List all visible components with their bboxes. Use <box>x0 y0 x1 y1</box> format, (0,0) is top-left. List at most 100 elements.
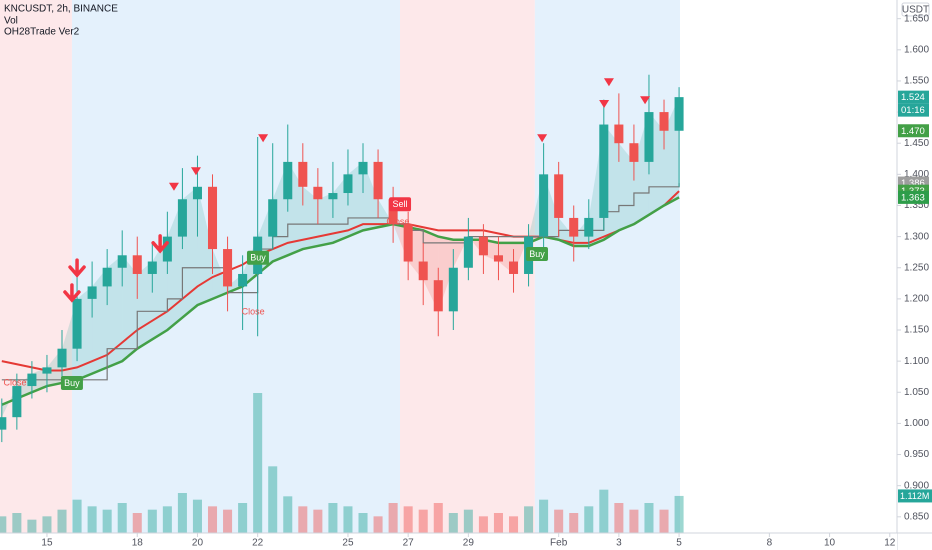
y-tick-label: 1.150 <box>904 325 929 336</box>
volume-bar <box>12 513 22 533</box>
candle-body <box>403 224 413 262</box>
candle-body <box>674 97 684 131</box>
candle-body <box>478 236 488 256</box>
volume-bar <box>554 509 564 533</box>
volume-bar <box>448 513 458 533</box>
candle-body <box>223 249 233 287</box>
candle-body <box>313 186 323 200</box>
candle-body <box>87 286 97 299</box>
trend-fill <box>122 255 138 362</box>
candle-body <box>659 112 669 131</box>
candle-body <box>132 255 142 274</box>
x-tick-label: 27 <box>403 538 415 549</box>
x-tick-label: 5 <box>676 538 682 549</box>
zone <box>534 0 680 533</box>
signal-box <box>60 375 83 390</box>
x-tick-label: 18 <box>132 538 144 549</box>
candle-body <box>0 417 7 430</box>
candle-body <box>192 186 202 200</box>
candle-body <box>569 217 579 237</box>
volume-bar <box>253 393 263 533</box>
candle-body <box>328 193 338 200</box>
y-tick-label: 1.100 <box>904 356 929 367</box>
volume-bar <box>102 509 112 533</box>
y-tick-label: 1.000 <box>904 418 929 429</box>
volume-bar <box>298 506 308 533</box>
candle-body <box>162 236 172 262</box>
chart-title: KNCUSDT, 2h, BINANCE <box>4 4 118 15</box>
volume-bar <box>403 506 413 533</box>
candle-body <box>12 386 22 418</box>
down-arrow <box>63 283 81 303</box>
y-tick-label: 1.250 <box>904 262 929 273</box>
sell-triangle <box>258 134 269 143</box>
signal-label: Buy <box>529 249 545 259</box>
candle-body <box>268 199 278 237</box>
x-tick-label: 3 <box>616 538 622 549</box>
candle-body <box>117 255 127 268</box>
volume-bar <box>509 516 519 533</box>
signal-label: Sell <box>393 199 408 209</box>
y-tick-label: 0.850 <box>904 511 929 522</box>
trend-fill <box>197 186 213 306</box>
y-tick-label: 0.900 <box>904 480 929 491</box>
volume-bar <box>162 506 172 533</box>
candle-body <box>283 161 293 200</box>
trend-fill <box>317 193 333 246</box>
volume-bar <box>238 503 248 533</box>
x-tick-label: 25 <box>342 538 354 549</box>
candle-body <box>102 267 112 287</box>
y-tick-label: 1.350 <box>904 200 929 211</box>
volume-bar <box>569 513 579 533</box>
candle-body <box>584 217 594 237</box>
candle-body <box>27 373 37 387</box>
candle-body <box>433 280 443 312</box>
x-tick-label: Feb <box>550 538 568 549</box>
x-tick-label: 10 <box>824 538 836 549</box>
candle-body <box>629 143 639 162</box>
volume-bar <box>57 509 67 533</box>
volume-bar <box>539 499 549 533</box>
volume-tag-label: 1.112M <box>900 491 929 501</box>
candle-body <box>554 174 564 218</box>
volume-bar <box>493 513 503 533</box>
y-tick-label: 1.650 <box>904 13 929 24</box>
sell-triangle <box>599 99 610 108</box>
sell-triangle <box>640 96 651 105</box>
countdown-box <box>898 103 929 117</box>
price-tag-label: 1.470 <box>901 126 925 137</box>
volume-bar <box>147 509 157 533</box>
candle-body <box>418 261 428 281</box>
volume-bar <box>629 509 639 533</box>
price-tag-label: 1.386 <box>901 178 925 189</box>
volume-bar <box>177 493 187 533</box>
y-tick-label: 1.550 <box>904 76 929 87</box>
y-tick-label: 1.200 <box>904 294 929 305</box>
candle-body <box>493 255 503 262</box>
volume-bar <box>72 499 82 533</box>
down-arrow <box>151 234 169 254</box>
volume-bar <box>42 516 52 533</box>
x-tick-label: 8 <box>767 538 773 549</box>
candle-body <box>207 186 218 250</box>
candle-body <box>57 348 67 368</box>
close-label: Close <box>386 217 409 227</box>
candle-body <box>448 267 458 312</box>
candle-body <box>509 261 519 274</box>
volume-bar <box>599 489 609 533</box>
volume-bar <box>0 516 7 533</box>
trend-fill <box>453 236 469 268</box>
trend-fill <box>363 161 379 231</box>
signal-box <box>389 197 412 212</box>
volume-bar <box>192 499 202 533</box>
volume-bar <box>87 506 97 533</box>
candle-body <box>614 124 624 144</box>
legend-item: OH28Trade Ver2 <box>4 27 80 38</box>
currency-label: USDT <box>902 5 929 16</box>
currency-box <box>901 2 930 17</box>
y-tick-label: 1.400 <box>904 169 929 180</box>
price-tag <box>898 190 929 204</box>
volume-bar <box>283 496 293 533</box>
candle-body <box>42 367 52 374</box>
